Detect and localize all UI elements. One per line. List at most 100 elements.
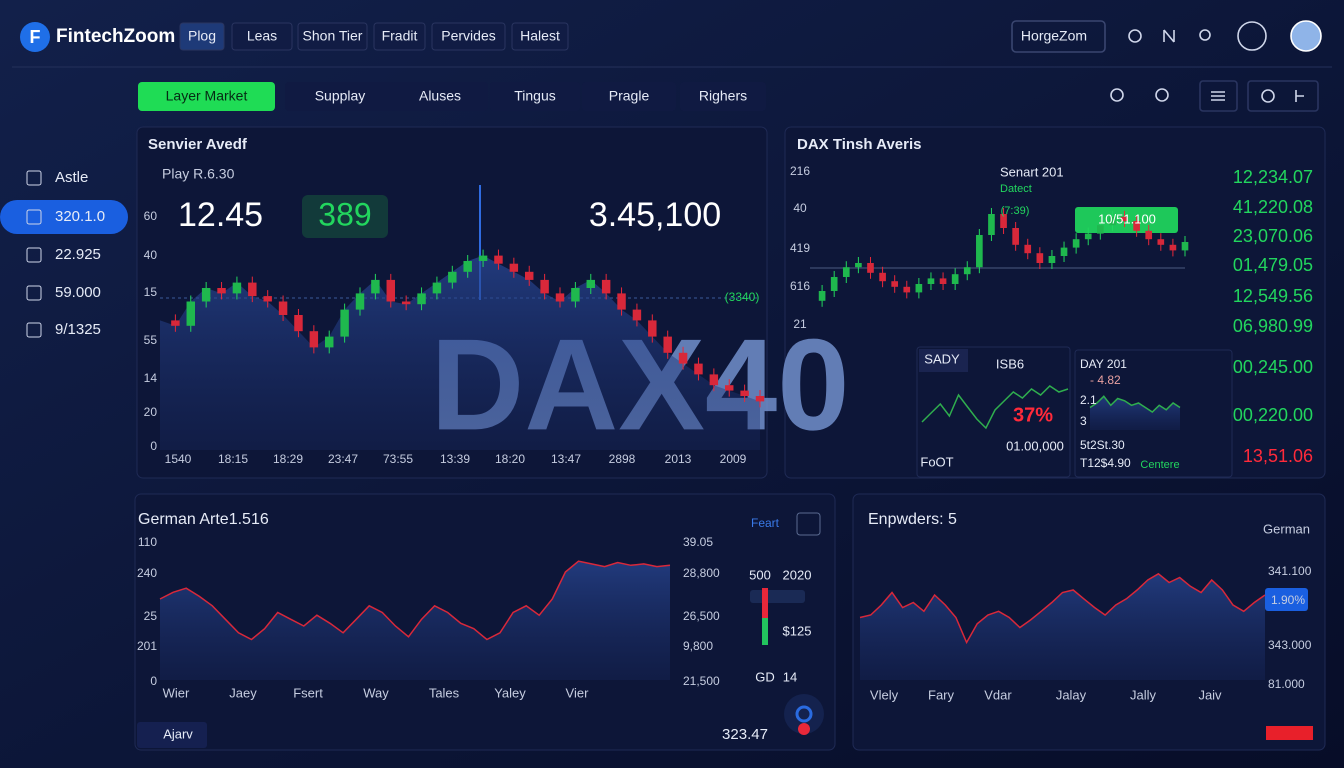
mini-value: 01.00,000 xyxy=(1006,438,1064,453)
candle xyxy=(309,331,319,348)
slider-bar-green xyxy=(762,618,768,645)
x-label: 18:29 xyxy=(273,452,303,466)
sidebar-icon[interactable] xyxy=(26,170,42,186)
toolbar-search[interactable] xyxy=(1110,88,1124,102)
logo-glyph: F xyxy=(30,27,41,47)
toolbar-label[interactable]: Supplay xyxy=(315,88,366,104)
y-label: 0 xyxy=(150,674,157,688)
toolbar-tab[interactable] xyxy=(680,82,766,111)
sidebar-icon[interactable] xyxy=(26,285,42,301)
icon-n[interactable] xyxy=(1163,29,1175,43)
toolbar-tab[interactable] xyxy=(285,82,395,111)
account-label[interactable]: HorgeZom xyxy=(1021,28,1087,44)
nav-tab[interactable] xyxy=(179,22,225,51)
candle xyxy=(1060,247,1068,256)
y-label: 216 xyxy=(790,164,810,178)
toggle[interactable] xyxy=(784,694,824,734)
button-label[interactable]: Ajarv xyxy=(163,726,193,741)
line xyxy=(921,385,1069,430)
icon-power[interactable] xyxy=(1237,21,1267,51)
sidebar-icon[interactable] xyxy=(26,247,42,263)
toolbar-label[interactable]: Layer Market xyxy=(166,88,248,104)
y-label: 1.90% xyxy=(1271,593,1305,607)
icon-search[interactable] xyxy=(1199,29,1211,41)
candle xyxy=(525,271,534,280)
candle xyxy=(663,336,672,353)
link[interactable]: Feart xyxy=(751,516,780,530)
toolbar-tab[interactable] xyxy=(138,82,275,111)
toolbar-label[interactable]: Pragle xyxy=(609,88,650,104)
candle xyxy=(842,267,850,277)
sidebar-icon[interactable] xyxy=(26,209,42,225)
candle xyxy=(386,279,395,302)
nav-tab[interactable] xyxy=(511,22,569,51)
slider-bar-red xyxy=(762,588,768,618)
sidebar-item[interactable]: 9/1325 xyxy=(55,321,101,338)
button-box[interactable] xyxy=(137,722,207,748)
x-label: 23:47 xyxy=(328,452,358,466)
nav-tab[interactable] xyxy=(431,22,506,51)
total: 323.47 xyxy=(722,726,768,743)
side-value: $125 xyxy=(783,623,812,638)
nav-tab[interactable] xyxy=(231,22,293,51)
toolbar-lock[interactable] xyxy=(1155,88,1169,102)
y-label: 39.05 xyxy=(683,535,713,549)
mini-label: 5t2St.30 xyxy=(1080,438,1125,452)
x-label: 2009 xyxy=(720,452,747,466)
candle xyxy=(927,278,935,284)
nav-tab[interactable] xyxy=(373,22,426,51)
candle xyxy=(494,255,503,264)
sidebar-item[interactable]: 320.1.0 xyxy=(55,208,105,225)
mini-change: 37% xyxy=(1013,404,1053,426)
area xyxy=(1090,396,1180,430)
toolbar-menu[interactable] xyxy=(1211,91,1225,101)
x-label: 13:47 xyxy=(551,452,581,466)
candle xyxy=(1133,221,1140,231)
candle xyxy=(1169,244,1177,251)
icon-box[interactable] xyxy=(796,512,821,536)
x-label: Way xyxy=(363,685,389,700)
sidebar-item[interactable]: 59.000 xyxy=(55,284,101,301)
toolbar-label[interactable]: Righers xyxy=(699,88,747,104)
sidebar-icon[interactable] xyxy=(26,322,42,338)
toolbar-refresh[interactable] xyxy=(1261,89,1275,103)
nav-label[interactable]: Fradit xyxy=(382,28,418,44)
account-box[interactable] xyxy=(1011,20,1106,53)
toolbar-menu-box[interactable] xyxy=(1199,80,1238,112)
candle xyxy=(988,214,995,235)
x-label: Vlely xyxy=(870,687,899,702)
y-label: 20 xyxy=(144,405,158,419)
sidebar-item[interactable]: 22.925 xyxy=(55,246,101,263)
candle xyxy=(294,315,303,332)
nav-label[interactable]: Shon Tier xyxy=(303,28,363,44)
candle xyxy=(879,272,886,282)
toolbar-add[interactable] xyxy=(1295,90,1304,102)
legend: Senart 201 xyxy=(1000,164,1064,179)
nav-tab[interactable] xyxy=(297,22,368,51)
nav-label[interactable]: Halest xyxy=(520,28,560,44)
nav-label[interactable]: Leas xyxy=(247,28,277,44)
x-label: Fsert xyxy=(293,685,323,700)
toolbar-actions[interactable] xyxy=(1247,80,1319,112)
sidebar-active[interactable] xyxy=(0,200,128,234)
slider[interactable] xyxy=(750,590,805,603)
stat: 389 xyxy=(318,196,371,232)
candle xyxy=(325,336,334,348)
avatar[interactable] xyxy=(1290,20,1322,52)
toolbar-label[interactable]: Tingus xyxy=(514,88,556,104)
quote: 41,220.08 xyxy=(1233,197,1313,217)
toolbar-tab[interactable] xyxy=(490,82,580,111)
value-badge xyxy=(1265,588,1308,611)
toolbar-label[interactable]: Aluses xyxy=(419,88,461,104)
candle xyxy=(725,385,734,391)
toolbar-tab[interactable] xyxy=(392,82,488,111)
icon-alert[interactable] xyxy=(1128,29,1142,43)
stat: 12.45 xyxy=(178,196,263,234)
nav-label[interactable]: Pervides xyxy=(441,28,495,44)
candle xyxy=(939,278,947,284)
candle xyxy=(509,263,519,272)
sidebar-item[interactable]: Astle xyxy=(55,169,88,186)
x-label: Fary xyxy=(928,687,955,702)
toolbar-tab[interactable] xyxy=(582,82,676,111)
nav-label[interactable]: Plog xyxy=(188,28,216,44)
